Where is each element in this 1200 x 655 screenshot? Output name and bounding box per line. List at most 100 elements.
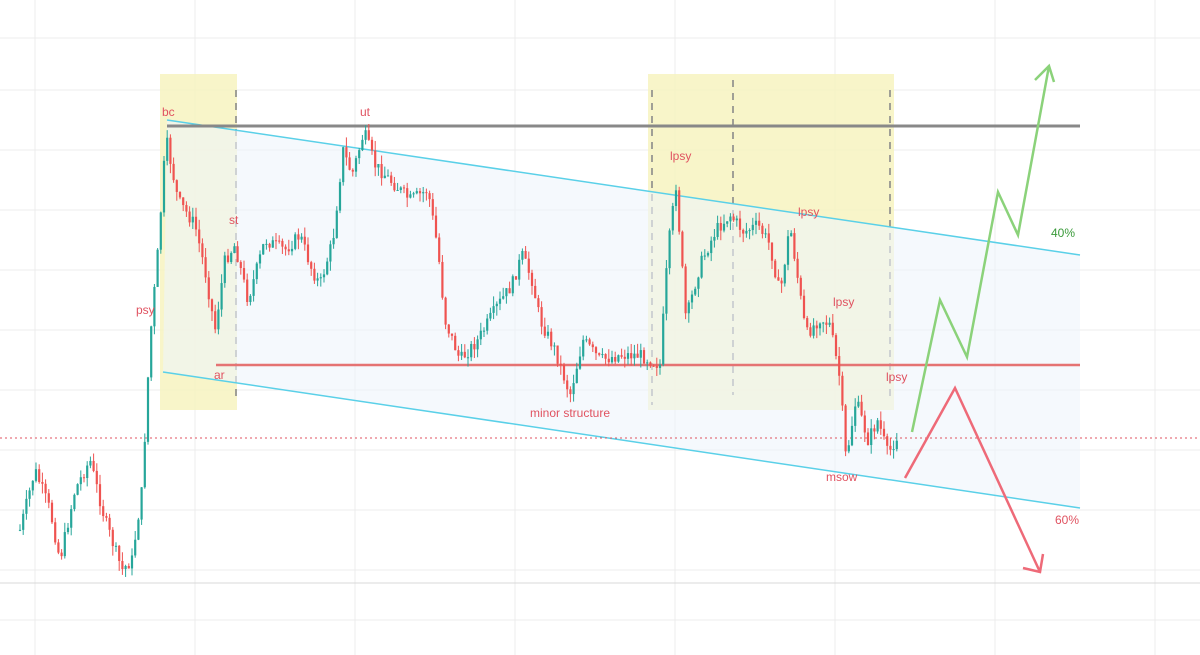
candle-body bbox=[745, 230, 748, 234]
candle-body bbox=[598, 353, 601, 355]
scenario-paths bbox=[903, 63, 1056, 574]
candle-body bbox=[460, 351, 463, 356]
candle-body bbox=[38, 469, 41, 482]
candle-body bbox=[620, 355, 623, 357]
candle-body bbox=[556, 345, 559, 364]
candle-body bbox=[226, 255, 230, 262]
channel-bottom-line bbox=[162, 371, 1081, 509]
candle-body bbox=[447, 324, 450, 334]
candle-body bbox=[639, 350, 642, 358]
candle-body bbox=[361, 139, 364, 151]
candle-body bbox=[588, 339, 591, 345]
candle-body bbox=[802, 295, 806, 319]
candle-body bbox=[774, 260, 777, 278]
candle-body bbox=[767, 233, 770, 243]
candle-body bbox=[505, 288, 508, 297]
candle-body bbox=[591, 344, 594, 348]
candle-body bbox=[444, 297, 447, 325]
candle-body bbox=[70, 509, 73, 528]
candle-body bbox=[137, 519, 140, 540]
candle-body bbox=[486, 318, 489, 331]
candle-body bbox=[694, 288, 697, 295]
candle-body bbox=[854, 406, 857, 426]
candle-body bbox=[700, 255, 703, 278]
candle-body bbox=[518, 259, 521, 280]
candle-body bbox=[534, 285, 537, 299]
candle-body bbox=[658, 364, 662, 368]
candle-body bbox=[834, 335, 838, 357]
candle-body bbox=[681, 231, 684, 267]
channel-top-line bbox=[166, 119, 1081, 256]
candle-body bbox=[799, 277, 802, 296]
candle-body bbox=[412, 193, 415, 195]
candle-body bbox=[825, 322, 828, 325]
candle-body bbox=[678, 190, 681, 232]
candle-body bbox=[822, 322, 825, 324]
candle-body bbox=[50, 502, 54, 523]
candle-body bbox=[319, 277, 322, 279]
candle-body bbox=[28, 490, 31, 499]
candle-body bbox=[671, 205, 674, 231]
candle-body bbox=[844, 405, 847, 452]
candle-body bbox=[249, 295, 252, 302]
candle-body bbox=[127, 565, 130, 569]
candle-body bbox=[754, 220, 758, 225]
candle-body bbox=[63, 532, 66, 557]
candle-body bbox=[575, 368, 578, 384]
candle-body bbox=[399, 187, 402, 190]
candle-body bbox=[716, 222, 719, 237]
descending-channel bbox=[162, 119, 1081, 509]
candle-body bbox=[466, 357, 470, 359]
candle-body bbox=[463, 351, 466, 358]
candle-body bbox=[742, 229, 745, 234]
candle-body bbox=[79, 477, 82, 485]
candle-body bbox=[873, 428, 876, 432]
label-ar: ar bbox=[214, 368, 225, 382]
label-40-percent: 40% bbox=[1051, 226, 1075, 240]
candle-body bbox=[697, 277, 700, 289]
candle-body bbox=[838, 356, 841, 376]
candle-body bbox=[870, 428, 873, 446]
candle-body bbox=[630, 353, 633, 359]
candle-body bbox=[393, 182, 396, 191]
candle-body bbox=[876, 420, 879, 432]
label-st: st bbox=[229, 213, 239, 227]
candle-body bbox=[380, 164, 383, 179]
candle-body bbox=[780, 280, 783, 284]
candle-body bbox=[655, 365, 658, 368]
label-60-percent: 60% bbox=[1055, 513, 1079, 527]
candle-body bbox=[175, 180, 178, 192]
candle-body bbox=[454, 335, 457, 351]
candle-body bbox=[649, 362, 652, 366]
candle-body bbox=[690, 294, 694, 303]
candle-body bbox=[297, 234, 300, 240]
candle-body bbox=[124, 565, 127, 570]
candle-body bbox=[710, 240, 713, 254]
candle-body bbox=[278, 240, 281, 242]
label-lpsy-2: lpsy bbox=[798, 205, 819, 219]
candle-body bbox=[783, 264, 786, 284]
candle-body bbox=[582, 339, 585, 357]
candle-body bbox=[543, 326, 546, 336]
candle-body bbox=[150, 326, 153, 378]
candle-body bbox=[95, 470, 98, 485]
candle-body bbox=[185, 205, 188, 212]
candle-body bbox=[348, 157, 351, 170]
candle-body bbox=[313, 268, 316, 281]
candle-body bbox=[255, 263, 258, 280]
candle-body bbox=[134, 539, 137, 556]
candle-body bbox=[550, 331, 553, 347]
candle-body bbox=[364, 130, 367, 140]
candle-body bbox=[674, 190, 678, 206]
candle-body bbox=[610, 357, 614, 363]
candle-body bbox=[223, 255, 226, 284]
candle-body bbox=[351, 169, 354, 172]
candle-body bbox=[66, 527, 70, 533]
candle-body bbox=[377, 164, 380, 168]
label-bc: bc bbox=[162, 105, 175, 119]
candle-body bbox=[614, 357, 617, 362]
candle-body bbox=[758, 220, 761, 226]
candle-body bbox=[274, 240, 278, 242]
candle-body bbox=[511, 276, 514, 294]
